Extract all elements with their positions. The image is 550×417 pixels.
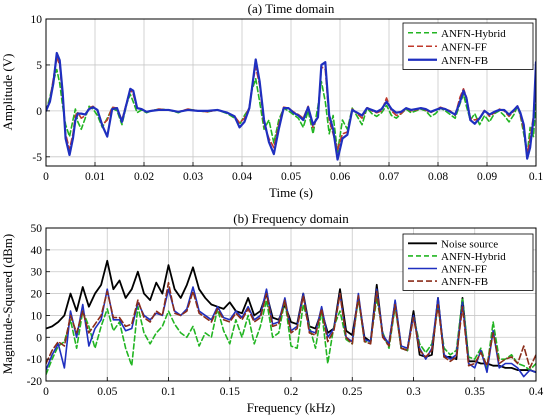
x-tick-label: 0.1 [161,386,176,398]
legend-label: ANFN-Hybrid [441,28,506,40]
x-tick-label: 0.09 [477,171,497,183]
x-tick-label: 0.07 [379,171,399,183]
y-tick-label: 20 [31,289,43,301]
time-domain-x-axis-label: Time (s) [269,185,313,200]
frequency-domain-x-ticks: 0 0.05 0.1 0.15 0.2 0.25 0.3 0.35 0.4 [43,377,543,398]
x-tick-label: 0.03 [183,171,203,183]
x-tick-label: 0.08 [428,171,448,183]
series-line-anfn-fb [46,281,536,369]
x-tick-label: 0 [43,171,49,183]
legend-box [402,22,534,70]
time-domain-y-axis-label: Amplitude (V) [0,54,15,131]
y-tick-label: -10 [27,354,43,366]
y-tick-label: 10 [31,310,43,322]
x-tick-label: 0 [43,386,49,398]
time-domain-series [46,51,536,161]
time-domain-panel: 0 0.01 0.02 0.03 0.04 0.05 0.06 0.07 0.08 0.09 0.1… [0,1,543,200]
x-tick-label: 0.01 [85,171,105,183]
x-tick-label: 0.06 [330,171,350,183]
legend-label: Noise source [441,238,498,250]
x-tick-label: 0.15 [220,386,240,398]
legend-label: ANFN-Hybrid [441,251,506,263]
y-tick-label: -20 [27,376,43,388]
y-tick-label: 30 [31,267,43,279]
y-tick-label: 10 [31,14,43,26]
series-line-anfn-hybrid [46,297,536,376]
x-tick-label: 0.4 [529,386,544,398]
legend-label: ANFN-FB [441,55,488,67]
x-tick-label: 0.04 [232,171,252,183]
x-tick-label: 0.35 [465,386,485,398]
frequency-domain-x-axis-label: Frequency (kHz) [247,400,335,415]
frequency-domain-panel: 0 0.05 0.1 0.15 0.2 0.25 0.3 0.35 0.4 -20 -10 0 10 2… [0,211,543,415]
frequency-domain-y-axis-label: Magnitude-Squared (dBm) [0,234,15,374]
y-tick-label: 0 [36,106,42,118]
time-domain-x-ticks: 0 0.01 0.02 0.03 0.04 0.05 0.06 0.07 0.08 0.09 0.1 [43,162,543,183]
frequency-domain-series [46,259,536,378]
legend-label: ANFN-FB [441,276,488,288]
x-tick-label: 0.1 [529,171,544,183]
series-line-anfn-fb [46,51,536,161]
x-tick-label: 0.05 [97,386,117,398]
y-tick-label: 50 [31,223,43,235]
y-tick-label: 5 [36,60,42,72]
x-tick-label: 0.2 [284,386,299,398]
legend-label: ANFN-FF [441,41,487,53]
x-tick-label: 0.3 [406,386,421,398]
y-tick-label: 0 [36,332,42,344]
frequency-domain-title: (b) Frequency domain [233,211,349,226]
frequency-domain-y-ticks: -20 -10 0 10 20 30 40 50 [27,223,50,388]
time-domain-y-ticks: -5 0 5 10 [31,14,50,164]
x-tick-label: 0.02 [134,171,154,183]
x-tick-label: 0.25 [342,386,362,398]
x-tick-label: 0.05 [281,171,301,183]
legend-label: ANFN-FF [441,264,487,276]
time-domain-title: (a) Time domain [248,1,335,16]
y-tick-label: 40 [31,245,43,257]
y-tick-label: -5 [32,152,42,164]
